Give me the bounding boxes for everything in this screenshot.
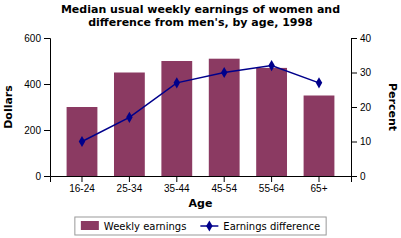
tick-mark (81, 176, 82, 182)
tick-mark (44, 176, 50, 177)
tick-label: 0 (35, 171, 41, 182)
axis-title: Dollars (2, 85, 15, 129)
legend-label: Earnings difference (223, 221, 320, 232)
bar (161, 61, 192, 176)
bar (256, 68, 287, 176)
tick-mark (271, 176, 272, 182)
axis-title: Percent (386, 83, 399, 131)
legend-label: Weekly earnings (104, 221, 187, 232)
axis: 16-24 25-34 35-44 45-54 55-64 65+ (51, 176, 352, 194)
tick-label: 400 (24, 79, 41, 90)
marker (126, 112, 132, 123)
marker (268, 60, 274, 71)
tick-label: 10 (360, 136, 372, 147)
legend-item: Earnings difference (200, 220, 320, 231)
axis: 0 10 20 30 40 (351, 33, 372, 182)
tick: 40 (351, 33, 372, 44)
bar (67, 107, 98, 176)
tick: 0 (351, 171, 366, 182)
tick-label: 200 (24, 125, 41, 136)
tick: 600 (24, 33, 50, 44)
legend: Weekly earnings Earnings difference (75, 217, 326, 235)
tick: 30 (351, 67, 372, 78)
tick-label: 45-54 (211, 183, 237, 194)
marks (67, 59, 335, 176)
tick-label: 600 (24, 33, 41, 44)
axis-title: Age (189, 197, 213, 210)
tick-mark (44, 38, 50, 39)
marker (221, 67, 227, 78)
plot: 0 200 400 600 0 10 20 30 40 16-24 25-34 35-44 45-54 5… (24, 33, 371, 194)
tick-label: 35-44 (164, 183, 190, 194)
tick: 10 (351, 136, 372, 147)
tick-mark (44, 130, 50, 131)
axis-line (51, 177, 352, 183)
markers (79, 60, 322, 147)
tick-label: 20 (360, 102, 372, 113)
marker (316, 77, 322, 88)
tick-mark (319, 176, 320, 182)
tick: 25-34 (117, 176, 143, 194)
axis-line (352, 39, 358, 177)
marker (174, 77, 180, 88)
tick-mark (351, 107, 357, 108)
tick-label: 30 (360, 67, 372, 78)
bar (304, 96, 335, 177)
bar (209, 59, 240, 176)
legend-swatch (206, 220, 212, 231)
axis: 0 200 400 600 (24, 33, 50, 182)
tick-mark (351, 73, 357, 74)
chart: 0 200 400 600 0 10 20 30 40 16-24 25-34 35-44 45-54 5… (0, 0, 401, 238)
legend-item: Weekly earnings (81, 221, 187, 232)
tick-label: 55-64 (259, 183, 285, 194)
tick: 16-24 (69, 176, 95, 194)
tick-mark (176, 176, 177, 182)
tick-label: 16-24 (69, 183, 95, 194)
title-line: difference from men's, by age, 1998 (88, 16, 313, 29)
tick-mark (224, 176, 225, 182)
tick: 55-64 (259, 176, 285, 194)
tick-mark (44, 84, 50, 85)
bar (114, 73, 145, 177)
axis-line (44, 39, 51, 177)
title-line: Median usual weekly earnings of women an… (61, 3, 340, 16)
tick-label: 65+ (311, 183, 328, 194)
tick: 45-54 (211, 176, 237, 194)
tick-label: 0 (360, 171, 366, 182)
tick-mark (351, 38, 357, 39)
tick-label: 40 (360, 33, 372, 44)
title: Median usual weekly earnings of women an… (61, 3, 340, 29)
legend-swatch (81, 221, 99, 230)
tick: 20 (351, 102, 372, 113)
bar-series (67, 59, 335, 176)
line (82, 66, 319, 142)
marker (79, 136, 85, 147)
tick-mark (129, 176, 130, 182)
tick: 200 (24, 125, 50, 136)
tick: 0 (35, 171, 50, 182)
tick: 65+ (311, 176, 328, 194)
tick: 35-44 (164, 176, 190, 194)
tick-label: 25-34 (117, 183, 143, 194)
tick: 400 (24, 79, 50, 90)
legend-frame (75, 217, 326, 235)
tick-mark (351, 142, 357, 143)
